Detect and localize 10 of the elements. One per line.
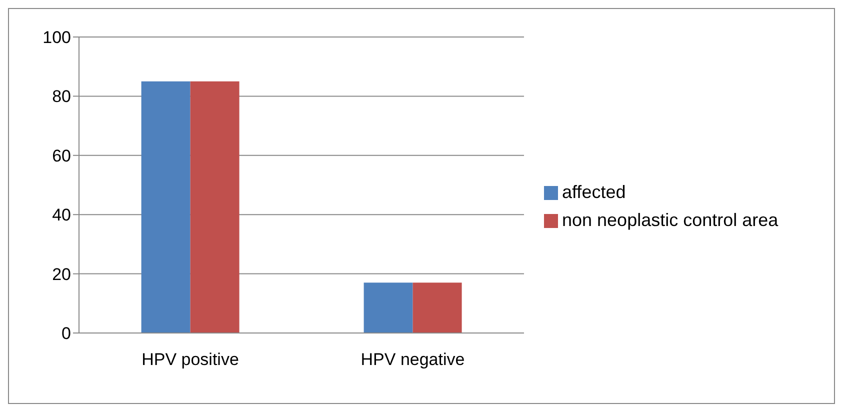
y-tick-label: 20	[52, 264, 71, 284]
y-tick-label: 80	[52, 87, 71, 106]
x-tick-label: HPV positive	[142, 350, 239, 370]
y-tick-label: 40	[52, 206, 71, 225]
y-tick-label: 0	[62, 324, 71, 344]
legend-label: non neoplastic control area	[562, 210, 778, 230]
legend-label: affected	[562, 182, 626, 202]
y-tick-label: 100	[42, 28, 71, 48]
y-tick-label: 60	[52, 146, 71, 166]
x-tick-label: HPV negative	[360, 350, 465, 370]
